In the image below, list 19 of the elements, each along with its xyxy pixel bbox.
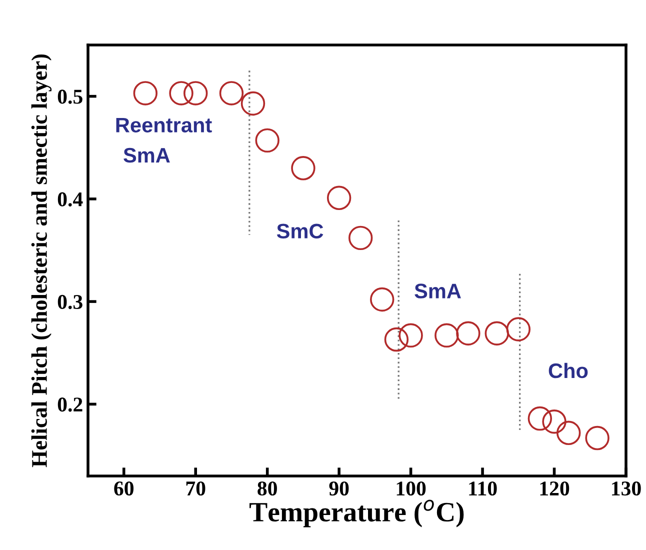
annotation: SmC: [276, 224, 324, 239]
annotation: Cho: [548, 362, 588, 378]
y-tick-label: 0.4: [58, 192, 83, 206]
y-tick-label: 0.2: [58, 398, 82, 412]
x-tick-label: 110: [469, 481, 497, 496]
x-tick-label: 90: [329, 481, 349, 496]
x-tick-label: 60: [114, 481, 134, 496]
x-tick-label: 80: [258, 481, 277, 496]
x-tick-label: 70: [186, 481, 206, 496]
annotation: SmA: [124, 148, 170, 163]
x-tick-label: 100: [396, 481, 426, 496]
annotation: Reentrant: [116, 118, 212, 132]
x-axis-title: Temperature ($^{o}$C): [250, 500, 464, 528]
y-tick-label: 0.5: [58, 90, 82, 104]
annotation: SmA: [414, 284, 461, 298]
x-tick-label: 130: [612, 481, 641, 496]
y-tick-label: 0.3: [58, 294, 82, 310]
y-axis-title: Helical Pitch (cholesteric and smectic layer): [31, 54, 52, 468]
x-tick-label: 120: [540, 481, 570, 496]
